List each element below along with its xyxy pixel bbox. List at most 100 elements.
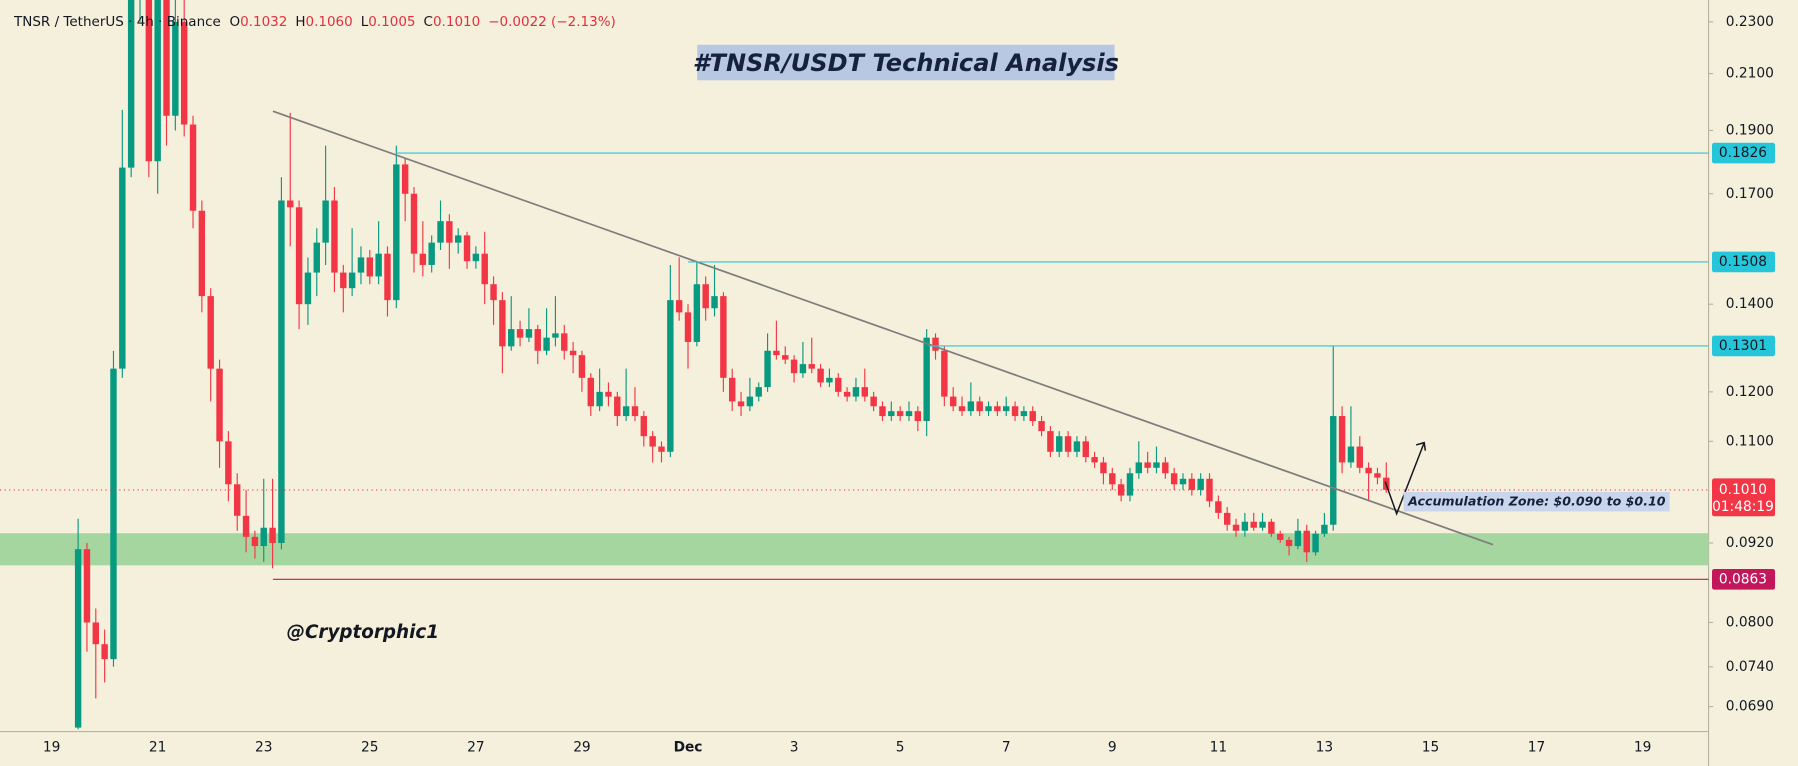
candle-body [1020,411,1028,417]
candle-body [287,200,294,208]
last-price-box [1711,478,1776,517]
arrow [1384,442,1425,516]
ohlc-value: 0.1010 [432,14,481,30]
candle-body [896,411,904,417]
y-tick-label: 0.0690 [1726,699,1774,715]
candle-body [852,387,860,397]
candle-body [711,296,718,309]
x-tick-label: 19 [43,740,61,756]
candle-body [870,396,877,407]
candle-body [746,396,754,407]
candle-body [154,0,161,162]
candle-body [322,200,329,243]
symbol: TNSR / TetherUS · 4h · Binance [14,14,221,30]
candle-body [446,221,453,243]
candle-body [1259,521,1266,528]
y-tick-label: 0.0920 [1726,535,1774,551]
candle-body [216,368,223,442]
ohlc-label: H [295,14,306,30]
level-label-box [1711,142,1776,164]
candle-body [1162,462,1169,474]
x-tick-label: 5 [896,740,905,756]
candle-body [1144,462,1151,468]
candle-body [1082,441,1089,458]
x-tick-label: 3 [790,740,799,756]
candle-body [587,377,594,407]
candle-body [1312,533,1319,553]
watermark: @Cryptorphic1 [287,622,439,643]
level-label: 0.1508 [1719,254,1767,270]
x-tick-label: 25 [361,740,379,756]
level-label: 0.0863 [1719,571,1767,587]
candle-body [1374,473,1381,478]
candle-body [790,359,798,374]
ohlc-label: L [360,14,369,30]
candle-body [578,355,586,378]
candle-body [1294,530,1302,547]
candle-body [1170,473,1178,485]
candle-body [1197,478,1204,490]
candle-body [295,207,303,305]
x-tick-label: Dec [674,740,703,756]
symbol-header: TNSR / TetherUS · 4h · Binance O0.1032 H0… [14,14,624,30]
candle-body [481,253,488,285]
candle-body [454,235,462,243]
candle-body [1206,478,1213,502]
candle-body [74,549,82,728]
candle-body [1126,473,1134,496]
candle-body [1250,521,1257,528]
x-tick-label: 17 [1528,740,1546,756]
candle-body [640,416,648,437]
level-label-box [1711,251,1776,273]
y-tick-label: 0.2100 [1726,66,1774,82]
candle-body [463,235,471,262]
candle-body [994,406,1001,412]
candle-body [313,242,320,273]
candle-body [180,21,188,125]
candle-body [817,368,824,383]
candle-body [932,337,939,351]
candle-body [508,329,515,347]
candle-body [1365,467,1372,474]
candle-body [914,411,922,422]
chart-title: #TNSR/USDT Technical Analysis [693,49,1119,77]
candle-body [1091,457,1098,463]
ohlc-value: 0.1060 [305,14,353,30]
candle-body [1073,441,1081,452]
candle-body [225,441,232,485]
candle-body [552,333,559,338]
candle-body [675,300,683,313]
candle-body [1011,406,1019,417]
candle-body [958,406,966,412]
candle-body [410,193,418,254]
annotation: Accumulation Zone: $0.090 to $0.10 [1407,494,1666,509]
y-tick-label: 0.1700 [1726,186,1774,202]
candle-body [923,337,930,422]
arrow-head [1415,441,1427,451]
y-tick-label: 0.1200 [1726,384,1774,400]
x-tick-label: 29 [573,740,591,756]
candle-body [428,242,435,265]
candle-body [198,210,206,297]
candle-body [110,368,117,660]
candle-body [543,337,550,351]
candle-body [614,396,621,417]
candle-body [976,401,983,412]
candle-body [516,329,524,338]
candle-body [905,411,913,417]
candle-body [658,446,665,452]
candle-body [1047,431,1054,452]
level-label: 0.1826 [1719,145,1767,161]
y-tick-label: 0.1400 [1726,296,1774,312]
candle-body [1303,530,1310,553]
candle-body [163,0,170,116]
candle-body [949,396,957,407]
candle-body [826,377,833,383]
candle-body [83,549,91,623]
y-tick-label: 0.1900 [1726,123,1774,139]
candle-body [596,391,603,407]
candle-body [207,296,214,369]
candle-body [534,329,541,351]
